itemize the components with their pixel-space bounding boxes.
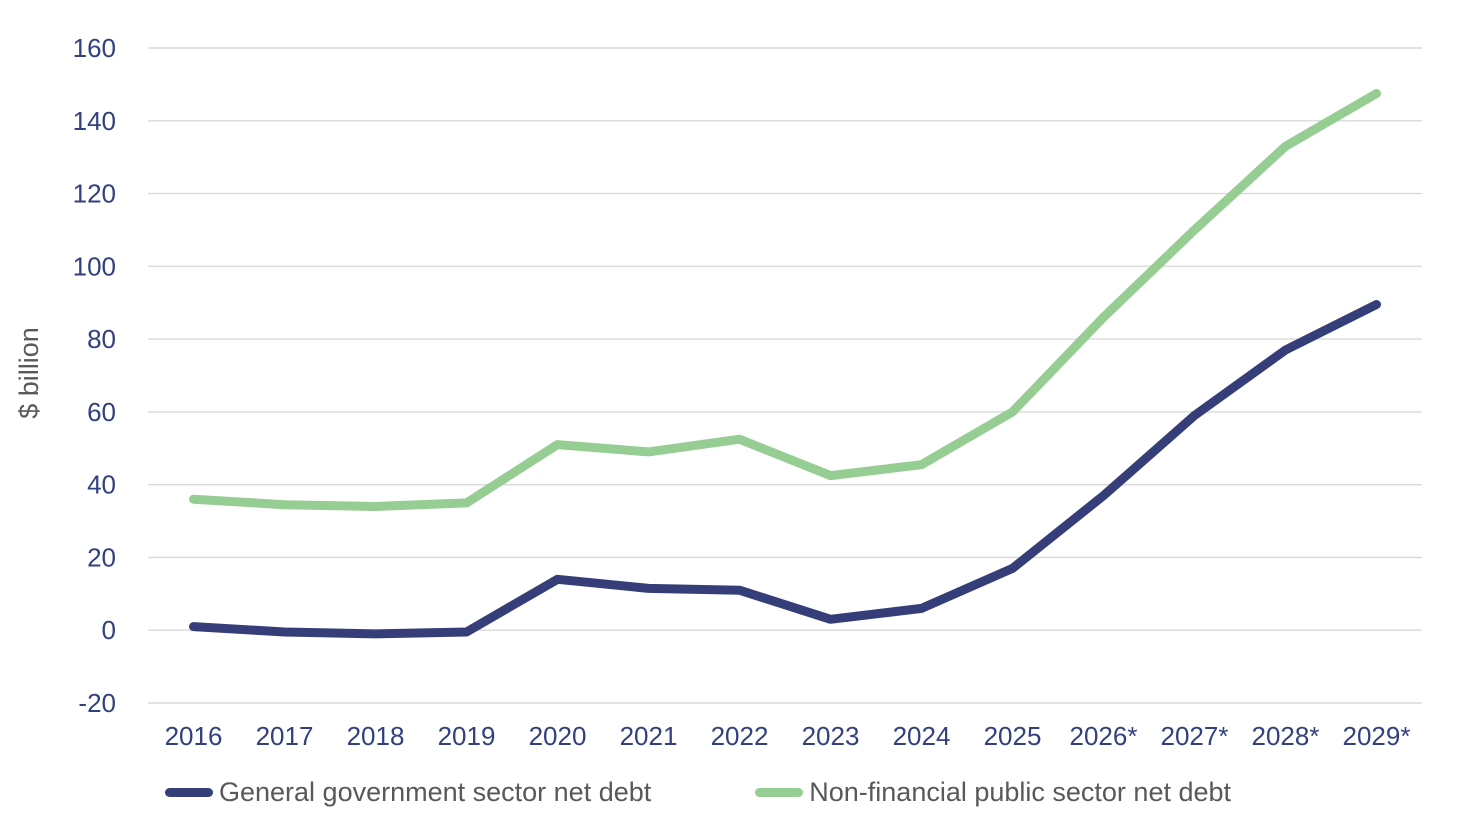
series-line-non-financial	[189, 89, 1381, 511]
x-tick-label: 2019	[438, 721, 496, 751]
legend-swatch-general-government	[165, 788, 213, 797]
legend-label-general-government: General government sector net debt	[219, 777, 652, 807]
y-axis-tick-labels: -20 0 20 40 60 80 100 120 140 160	[73, 33, 116, 718]
y-tick-label: 100	[73, 251, 116, 281]
y-tick-label: 0	[102, 615, 116, 645]
y-tick-label: 120	[73, 179, 116, 209]
legend-swatch-non-financial	[755, 788, 804, 797]
y-tick-label: -20	[78, 688, 116, 718]
y-tick-label: 140	[73, 106, 116, 136]
legend: General government sector net debt Non-f…	[165, 777, 1231, 808]
x-tick-label: 2023	[802, 721, 860, 751]
x-tick-label: 2020	[529, 721, 587, 751]
x-axis-tick-labels: 2016 2017 2018 2019 2020 2021 2022 2023 2024 2025…	[165, 721, 1411, 751]
series-line-general-government	[189, 300, 1381, 639]
x-tick-label: 2024	[893, 721, 951, 751]
x-tick-label: 2026*	[1070, 721, 1138, 751]
x-tick-label: 2017	[256, 721, 314, 751]
y-tick-label: 80	[87, 324, 116, 354]
x-tick-label: 2027*	[1161, 721, 1229, 751]
x-tick-label: 2022	[711, 721, 769, 751]
x-tick-label: 2025	[984, 721, 1042, 751]
y-tick-label: 20	[87, 542, 116, 572]
legend-item-general-government: General government sector net debt	[165, 777, 651, 808]
y-tick-label: 60	[87, 397, 116, 427]
legend-item-non-financial: Non-financial public sector net debt	[755, 777, 1231, 808]
x-tick-label: 2029*	[1343, 721, 1411, 751]
x-tick-label: 2016	[165, 721, 223, 751]
legend-label-non-financial: Non-financial public sector net debt	[809, 777, 1232, 807]
y-tick-label: 40	[87, 470, 116, 500]
x-tick-label: 2021	[620, 721, 678, 751]
x-tick-label: 2028*	[1252, 721, 1320, 751]
x-tick-label: 2018	[347, 721, 405, 751]
series-lines	[189, 89, 1381, 639]
y-tick-label: 160	[73, 33, 116, 63]
y-axis-title: $ billion	[14, 327, 44, 419]
